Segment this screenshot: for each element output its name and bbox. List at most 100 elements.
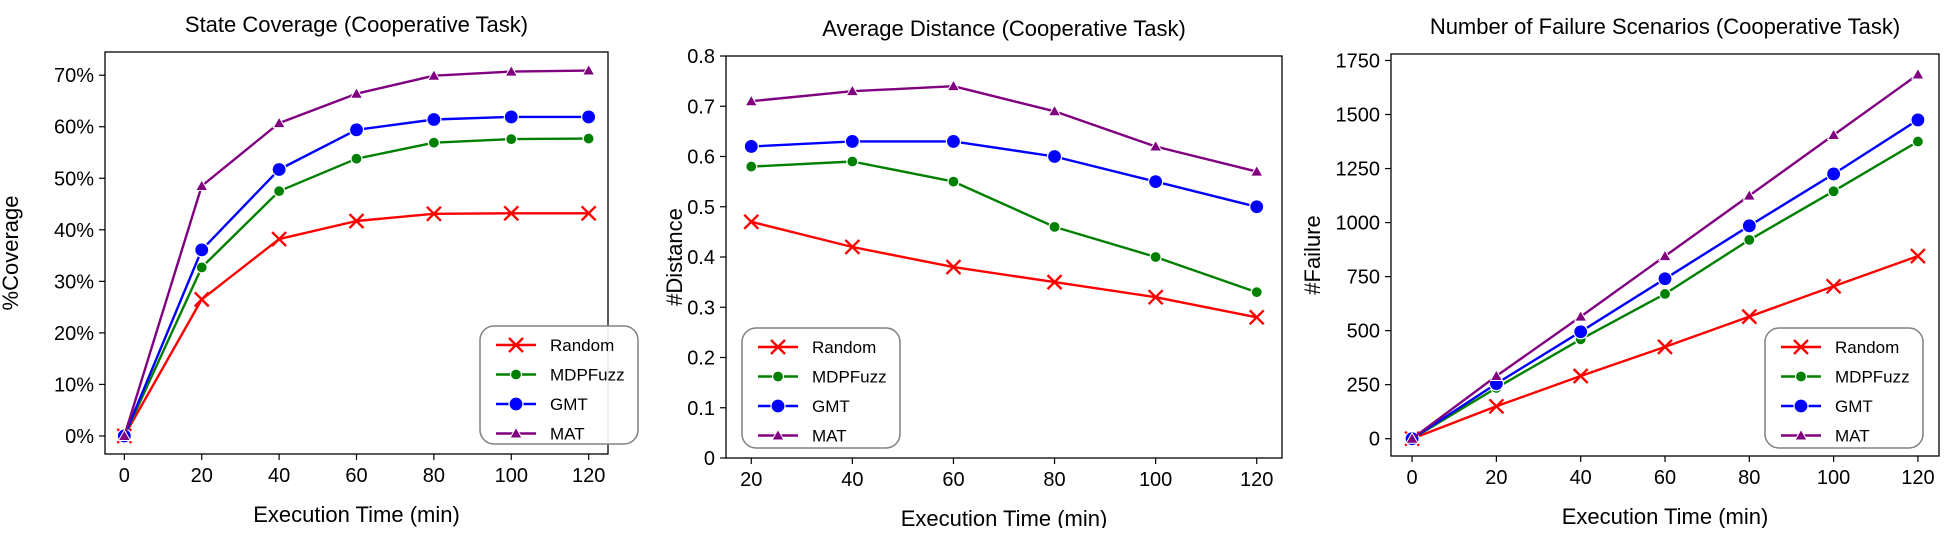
y-tick-label: 40% <box>54 220 94 242</box>
data-point-mat <box>272 116 286 129</box>
legend-marker-mat <box>771 428 785 441</box>
chart-title: Average Distance (Cooperative Task) <box>822 16 1186 41</box>
data-point-mdpfuzz <box>582 132 595 145</box>
y-tick-label: 30% <box>54 271 94 293</box>
data-point-mdpfuzz <box>1911 135 1925 148</box>
series-line-mat <box>751 84 1257 173</box>
data-point-random <box>193 291 210 308</box>
data-point-mdpfuzz <box>350 152 363 165</box>
data-point-mdpfuzz <box>505 133 518 146</box>
data-point-mat <box>1489 369 1504 382</box>
data-point-mdpfuzz <box>1743 233 1756 246</box>
series-line-random <box>751 220 1257 319</box>
data-point-gmt <box>1741 218 1757 234</box>
legend-marker-mat <box>1794 428 1808 441</box>
data-point-mat <box>117 428 132 441</box>
legend-marker-gmt <box>770 398 786 414</box>
legend-box <box>479 325 639 445</box>
data-point-gmt <box>426 111 442 128</box>
data-point-random <box>1248 309 1265 326</box>
data-point-mdpfuzz <box>846 155 859 168</box>
data-point-random <box>1488 398 1505 415</box>
data-point-mat <box>1148 139 1163 152</box>
x-tick-label: 120 <box>1240 469 1273 491</box>
y-tick-label: 0.1 <box>687 398 715 420</box>
legend-label-mat: MAT <box>550 425 585 444</box>
data-point-gmt <box>945 133 962 150</box>
data-point-random <box>945 259 962 275</box>
x-tick-label: 120 <box>1901 467 1934 489</box>
y-tick-label: 1250 <box>1336 159 1381 181</box>
x-tick-label: 80 <box>1738 467 1760 489</box>
legend-label-random: Random <box>550 336 614 355</box>
legend-label-random: Random <box>1835 338 1899 357</box>
data-point-gmt <box>743 138 759 155</box>
legend-label-mdpfuzz: MDPFuzz <box>812 368 887 387</box>
data-point-gmt <box>348 122 365 138</box>
chart-title: Number of Failure Scenarios (Cooperative… <box>1430 14 1900 39</box>
y-axis-label: #Distance <box>662 208 687 306</box>
legend-box <box>741 327 901 449</box>
x-tick-label: 100 <box>495 465 528 487</box>
legend-label-mdpfuzz: MDPFuzz <box>550 366 625 385</box>
data-point-random <box>1147 289 1164 306</box>
legend-marker-random <box>1793 339 1809 355</box>
legend-marker-mat <box>509 426 523 439</box>
data-point-random <box>1825 278 1842 295</box>
legend-marker-random <box>770 339 786 355</box>
y-tick-label: 1000 <box>1336 213 1381 235</box>
data-point-gmt <box>1148 174 1164 190</box>
x-tick-label: 60 <box>1654 467 1676 489</box>
data-point-mat <box>1249 164 1264 177</box>
x-tick-label: 40 <box>841 469 863 491</box>
x-tick-label: 80 <box>1043 469 1065 491</box>
data-point-mdpfuzz <box>745 160 758 173</box>
y-tick-label: 1500 <box>1336 105 1381 127</box>
data-point-mat <box>1911 67 1925 80</box>
y-axis-label: %Coverage <box>0 196 23 311</box>
legend-label-gmt: GMT <box>1835 397 1873 416</box>
data-point-mdpfuzz <box>1250 286 1263 299</box>
data-point-mat <box>946 79 961 92</box>
data-point-mat <box>1826 128 1841 141</box>
data-point-gmt <box>503 109 519 125</box>
data-point-gmt <box>1826 166 1842 182</box>
series-line-mdpfuzz <box>751 160 1258 294</box>
data-point-mat <box>581 63 596 76</box>
data-point-random <box>1741 308 1758 325</box>
legend-label-gmt: GMT <box>812 397 850 416</box>
x-tick-label: 100 <box>1817 467 1850 489</box>
legend-marker-gmt <box>1793 398 1809 414</box>
y-tick-label: 0.2 <box>687 348 715 370</box>
data-point-gmt <box>844 133 860 150</box>
data-point-mat <box>1573 309 1588 322</box>
data-point-random <box>271 231 287 247</box>
x-tick-label: 20 <box>191 465 213 487</box>
data-point-mdpfuzz <box>427 136 440 149</box>
data-point-mdpfuzz <box>273 185 286 198</box>
data-point-random <box>580 205 597 222</box>
data-point-mat <box>1405 431 1419 444</box>
x-tick-label: 60 <box>345 465 367 487</box>
legend-marker-mdpfuzz <box>509 368 523 381</box>
data-point-gmt <box>271 161 287 178</box>
data-point-mat <box>1047 104 1062 117</box>
data-point-random <box>1910 248 1926 264</box>
legend-marker-gmt <box>508 396 524 412</box>
y-tick-label: 70% <box>54 65 94 87</box>
x-axis-label: Execution Time (min) <box>253 502 460 527</box>
data-point-mdpfuzz <box>195 261 208 274</box>
legend-label-mdpfuzz: MDPFuzz <box>1835 368 1910 387</box>
data-point-random <box>1657 339 1673 355</box>
x-axis-label: Execution Time (min) <box>901 506 1108 528</box>
chart-panel-2: Average Distance (Cooperative Task) 20 40 6… <box>662 16 1283 531</box>
data-point-gmt <box>1657 271 1673 287</box>
y-tick-label: 750 <box>1347 267 1380 289</box>
legend-label-mat: MAT <box>812 427 847 446</box>
legend-label-random: Random <box>812 338 876 357</box>
data-point-mat <box>744 94 759 107</box>
data-point-mdpfuzz <box>947 175 960 188</box>
legend-label-gmt: GMT <box>550 395 588 414</box>
